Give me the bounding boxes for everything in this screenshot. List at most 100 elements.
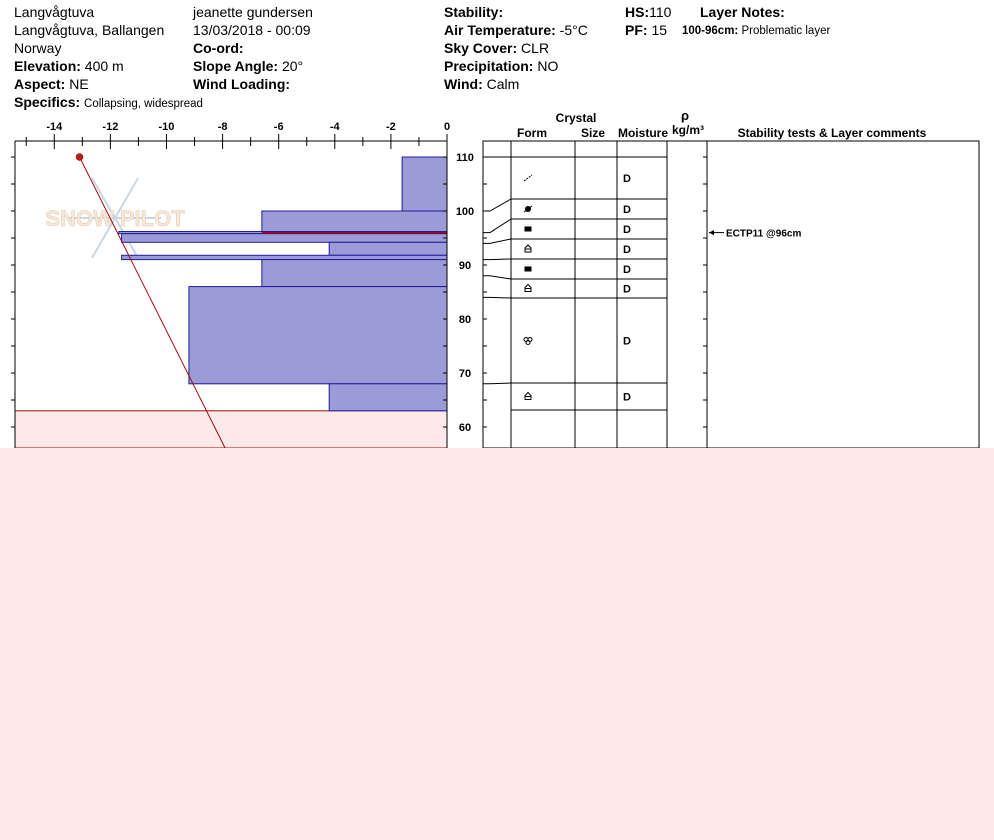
rho-header: ρ bbox=[681, 108, 689, 123]
air-temp-label: Air Temperature: bbox=[444, 22, 556, 38]
hs-label: HS: bbox=[625, 4, 650, 20]
hs-value: 110 bbox=[649, 4, 672, 20]
hs-field: HS:110 bbox=[625, 3, 671, 21]
aspect-value: NE bbox=[69, 76, 89, 92]
wind-loading-field: Wind Loading: bbox=[193, 75, 290, 93]
ground-area bbox=[14, 410, 448, 449]
coord-label: Co-ord: bbox=[193, 40, 244, 56]
moisture-value: D bbox=[623, 264, 631, 276]
flake-arm bbox=[91, 217, 116, 259]
y-tick-label: 90 bbox=[459, 260, 471, 272]
form-depth-hoar-icon bbox=[524, 391, 532, 400]
table-frame bbox=[482, 140, 980, 449]
temperature-point bbox=[75, 153, 84, 161]
slope-value: 20° bbox=[281, 58, 304, 74]
x-tick-label: -10 bbox=[159, 121, 175, 133]
specifics-value: Collapsing, widespread bbox=[84, 98, 203, 110]
specifics-label: Specifics: bbox=[14, 94, 81, 110]
x-tick-label: -14 bbox=[46, 121, 63, 133]
crystal-form-symbol bbox=[524, 244, 532, 253]
x-tick-label: -6 bbox=[274, 121, 284, 133]
observer-name: jeanette gundersen bbox=[193, 4, 313, 20]
wind-label: Wind: bbox=[444, 76, 483, 92]
test-arrow-head bbox=[709, 230, 714, 236]
elevation-value: 400 m bbox=[84, 58, 124, 74]
form-faceted-icon bbox=[524, 266, 532, 272]
crystal-form-symbol bbox=[523, 337, 533, 345]
watermark-text: SNOW PILOT bbox=[45, 206, 185, 231]
country: Norway bbox=[14, 40, 62, 56]
crystal-form-symbol bbox=[524, 283, 532, 292]
slope-label: Slope Angle: bbox=[193, 58, 279, 74]
moisture-value: D bbox=[623, 336, 631, 348]
form-melt-icon-c bbox=[525, 340, 531, 345]
layer-note: 100-96cm: Problematic layer bbox=[682, 22, 830, 40]
wind-value: Calm bbox=[486, 76, 520, 92]
x-tick-label: 0 bbox=[444, 121, 450, 133]
crystal-form-symbol bbox=[524, 226, 532, 232]
hardness-bar bbox=[121, 233, 448, 243]
x-tick-label: -12 bbox=[102, 121, 118, 133]
specifics-field: Specifics: Collapsing, widespread bbox=[14, 93, 203, 113]
watermark-flake: SNOW PILOT bbox=[45, 177, 186, 259]
layer-note-text: Problematic layer bbox=[741, 25, 831, 37]
wind-loading-label: Wind Loading: bbox=[193, 76, 291, 92]
pf-value: 15 bbox=[651, 22, 668, 38]
y-tick-label: 100 bbox=[456, 206, 474, 218]
moisture-value: D bbox=[623, 244, 631, 256]
sky-field: Sky Cover: CLR bbox=[444, 39, 549, 57]
crystal-form-symbol bbox=[524, 391, 532, 400]
moisture-value: D bbox=[623, 204, 631, 216]
stability-field: Stability: bbox=[444, 3, 503, 21]
crystal-header: Crystal bbox=[556, 111, 597, 125]
location-full: Langvågtuva, Ballangen bbox=[14, 22, 165, 38]
crystal-form-symbol bbox=[523, 205, 533, 213]
air-temp-field: Air Temperature: -5°C bbox=[444, 21, 588, 39]
hardness-bar bbox=[328, 241, 448, 256]
crystal-form-symbol bbox=[523, 174, 533, 182]
x-tick-label: -8 bbox=[218, 121, 228, 133]
layer-connector bbox=[483, 382, 512, 385]
hardness-bar bbox=[121, 254, 448, 261]
elevation-field: Elevation: 400 m bbox=[14, 57, 124, 75]
pf-label: PF: bbox=[625, 22, 648, 38]
stability-label: Stability: bbox=[444, 4, 504, 20]
layer-notes-label: Layer Notes: bbox=[700, 4, 785, 20]
form-surface-hoar-slash bbox=[523, 205, 533, 213]
precip-field: Precipitation: NO bbox=[444, 57, 558, 75]
sky-value: CLR bbox=[521, 40, 550, 56]
air-temp-value: -5°C bbox=[559, 22, 588, 38]
elevation-label: Elevation: bbox=[14, 58, 81, 74]
lower-background bbox=[0, 448, 994, 840]
sky-label: Sky Cover: bbox=[444, 40, 518, 56]
hardness-bar bbox=[261, 210, 448, 233]
layer-connector bbox=[483, 275, 512, 280]
form-column-header: Form bbox=[517, 126, 547, 140]
snowpilot-watermark: SNOW PILOT bbox=[45, 177, 186, 259]
form-faceted-icon bbox=[524, 226, 532, 232]
form-depth-hoar-icon bbox=[524, 244, 532, 253]
moisture-column-header: Moisture bbox=[618, 126, 668, 140]
moisture-value: D bbox=[623, 284, 631, 296]
layer-connector bbox=[483, 218, 512, 234]
moisture-value: D bbox=[623, 392, 631, 404]
x-tick-label: -2 bbox=[386, 121, 396, 133]
moisture-value: D bbox=[623, 224, 631, 236]
hardness-bar bbox=[401, 156, 448, 212]
y-tick-label: 60 bbox=[459, 422, 471, 434]
layer-connector bbox=[483, 238, 512, 244]
layer-connector bbox=[483, 296, 512, 299]
x-tick-label: -4 bbox=[330, 121, 341, 133]
y-tick-label: 80 bbox=[459, 314, 471, 326]
layer-notes-field: Layer Notes: bbox=[700, 3, 785, 21]
pf-field: PF: 15 bbox=[625, 21, 667, 39]
size-column-header: Size bbox=[581, 126, 605, 140]
flake-arm bbox=[114, 177, 139, 219]
layer-note-range: 100-96cm: bbox=[682, 25, 739, 37]
moisture-value: D bbox=[623, 173, 631, 185]
form-depth-hoar-icon bbox=[524, 283, 532, 292]
layer-connector bbox=[483, 198, 512, 212]
temperature-line bbox=[79, 156, 226, 449]
stability-test-result: ECTP11 @96cm bbox=[726, 229, 801, 240]
